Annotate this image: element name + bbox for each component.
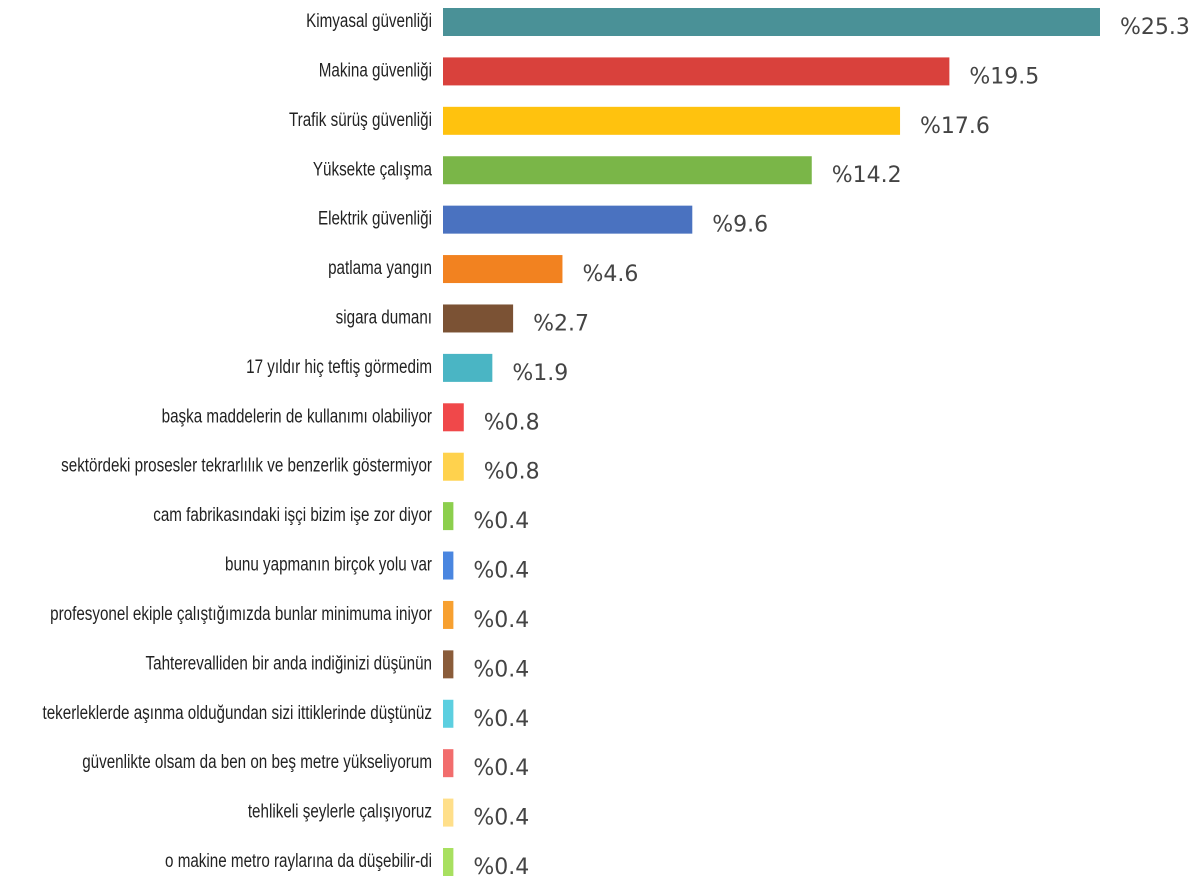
category-label: Kimyasal güvenliği — [306, 11, 432, 32]
category-label: bunu yapmanın birçok yolu var — [225, 555, 433, 576]
value-label: %0.8 — [484, 410, 540, 435]
category-label: sigara dumanı — [336, 307, 432, 328]
value-label: %17.6 — [920, 114, 990, 139]
bar — [443, 353, 493, 382]
value-label: %19.5 — [969, 64, 1039, 89]
value-label: %14.2 — [832, 163, 902, 188]
bar — [443, 650, 454, 679]
category-label: Trafik sürüş güvenliği — [289, 110, 432, 131]
value-label: %0.4 — [473, 608, 529, 633]
value-label: %0.4 — [473, 806, 529, 831]
value-label: %0.4 — [473, 509, 529, 534]
bar — [443, 699, 454, 728]
value-label: %0.4 — [473, 707, 529, 732]
value-label: %2.7 — [533, 311, 589, 336]
category-label: Elektrik güvenliği — [318, 209, 432, 230]
bar — [443, 304, 514, 333]
category-label: 17 yıldır hiç teftiş görmedim — [246, 357, 432, 378]
category-label: başka maddelerin de kullanımı olabiliyor — [162, 406, 433, 427]
category-label: güvenlikte olsam da ben on beş metre yük… — [82, 752, 432, 773]
category-label: Yüksekte çalışma — [313, 159, 432, 180]
category-label: Makina güvenliği — [319, 60, 432, 81]
bar — [443, 106, 901, 135]
bar — [443, 403, 464, 432]
bar — [443, 502, 454, 531]
category-label: tehlikeli şeylerle çalışıyoruz — [248, 802, 432, 823]
value-label: %0.4 — [473, 756, 529, 781]
category-label: cam fabrikasındaki işçi bizim işe zor di… — [153, 505, 432, 526]
bar — [443, 749, 454, 778]
bar — [443, 255, 563, 284]
value-label: %0.8 — [484, 460, 540, 485]
category-label: sektördeki prosesler tekrarlılık ve benz… — [61, 456, 432, 477]
bar — [443, 57, 950, 86]
value-label: %9.6 — [712, 213, 768, 238]
value-label: %1.9 — [512, 361, 568, 386]
bar — [443, 205, 693, 234]
value-label: %0.4 — [473, 855, 529, 880]
bar — [443, 600, 454, 629]
category-label: tekerleklerde aşınma olduğundan sizi itt… — [42, 703, 432, 724]
bar — [443, 551, 454, 580]
category-label: o makine metro raylarına da düşebilir-di — [165, 851, 432, 872]
value-label: %4.6 — [582, 262, 638, 287]
bar — [443, 452, 464, 481]
category-label: profesyonel ekiple çalıştığımızda bunlar… — [50, 604, 432, 625]
bar — [443, 848, 454, 876]
category-label: patlama yangın — [328, 258, 432, 279]
value-label: %0.4 — [473, 657, 529, 682]
value-label: %0.4 — [473, 559, 529, 584]
bar — [443, 156, 812, 185]
value-label: %25.3 — [1120, 15, 1190, 40]
category-label: Tahterevalliden bir anda indiğinizi düşü… — [146, 653, 432, 674]
bar — [443, 798, 454, 827]
bar — [443, 8, 1100, 36]
